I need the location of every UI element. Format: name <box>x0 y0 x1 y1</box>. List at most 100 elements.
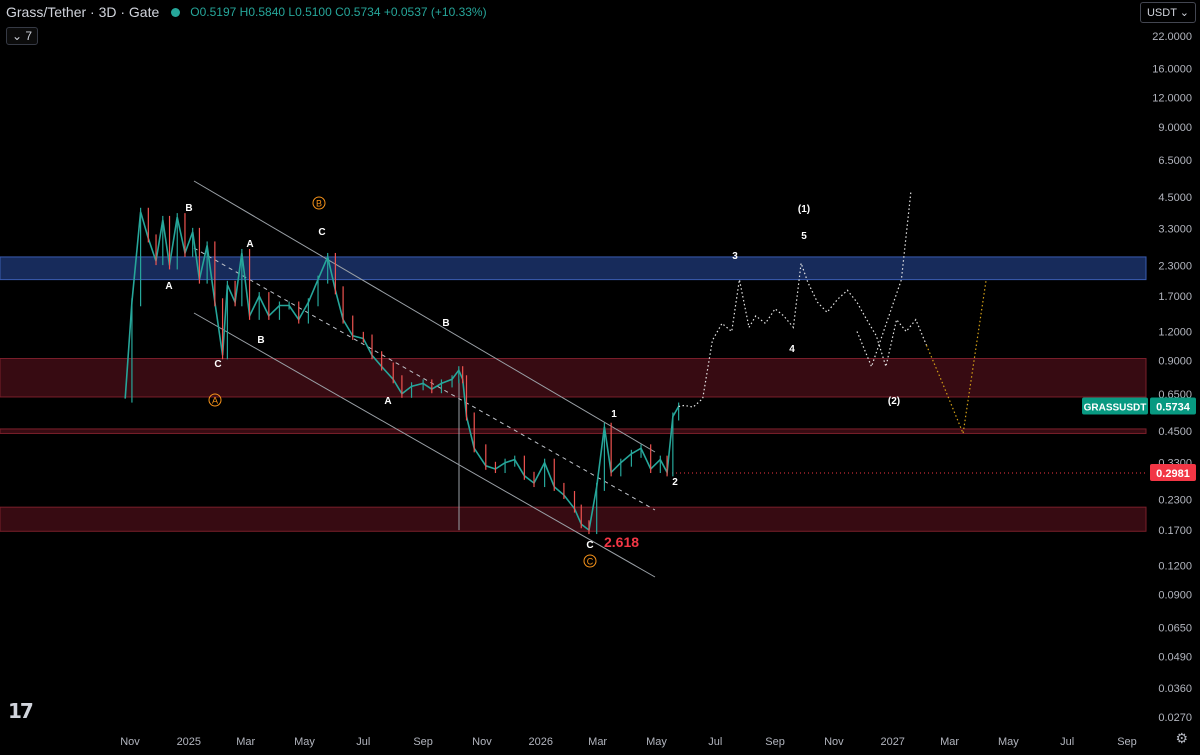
red-zone-2 <box>0 428 1147 434</box>
currency-select[interactable]: USDT ⌄ <box>1139 2 1196 23</box>
y-tick-label: 6.5000 <box>1158 155 1192 167</box>
currency-label: USDT <box>1146 7 1177 19</box>
price-series-line <box>124 211 680 532</box>
wave-label: C <box>586 540 593 551</box>
price-tag-bg <box>1150 397 1196 415</box>
change-value: +0.0537 (+10.33%) <box>383 5 487 19</box>
wave-label: (2) <box>888 396 900 407</box>
wave-label: B <box>257 335 264 346</box>
wave-label: B <box>442 318 449 329</box>
symbol-tag-bg <box>1082 397 1148 415</box>
fib-extension-label: 2.618 <box>604 534 639 550</box>
x-tick-label: May <box>998 736 1019 748</box>
x-tick-label: Mar <box>588 736 607 748</box>
low-value: L0.5100 <box>288 5 332 19</box>
y-tick-label: 12.0000 <box>1152 93 1192 105</box>
circled-label-text: A <box>212 396 218 406</box>
circle-ring <box>208 393 222 407</box>
wave-label: 1 <box>611 409 617 420</box>
chevron-down-icon: ⌄ <box>12 29 23 43</box>
y-tick-label: 0.1700 <box>1158 525 1192 537</box>
circled-wave-label: C <box>583 554 597 568</box>
symbol-header[interactable]: Grass/Tether · 3D · Gate O0.5197 H0.5840… <box>6 4 487 20</box>
x-tick-label: Nov <box>824 736 844 748</box>
x-tick-label: Jul <box>356 736 370 748</box>
y-tick-label: 0.0900 <box>1158 590 1192 602</box>
tradingview-logo[interactable]: 17 <box>8 699 34 723</box>
wave-label: A <box>384 396 391 407</box>
y-tick-label: 0.2300 <box>1158 494 1192 506</box>
x-tick-label: Mar <box>236 736 255 748</box>
y-tick-label: 3.3000 <box>1158 224 1192 236</box>
circled-label-text: B <box>316 199 322 209</box>
channel-upper-line <box>193 180 656 453</box>
price-layer <box>124 207 680 535</box>
x-tick-label: 2025 <box>177 736 201 748</box>
wave-labels-layer: B A A C B C A B C 1 2 3 4 5 (1) (2) A B C 2.618 <box>165 196 900 568</box>
y-axis[interactable]: 22.0000 16.0000 12.0000 9.0000 6.5000 4.5000 3… <box>1082 31 1196 724</box>
y-tick-label: 9.0000 <box>1158 122 1192 134</box>
zones-layer <box>0 256 1147 532</box>
price-tag-text: 0.2981 <box>1156 468 1190 480</box>
red-zone-3 <box>0 506 1147 532</box>
settings-button[interactable]: ⚙ <box>1175 730 1188 747</box>
wave-label: A <box>165 281 172 292</box>
symbol-price-tag: GRASSUSDT <box>1082 397 1148 415</box>
x-tick-label: Sep <box>765 736 785 748</box>
x-tick-label: Nov <box>120 736 140 748</box>
wave-label: C <box>318 227 325 238</box>
y-tick-label: 0.0360 <box>1158 683 1192 695</box>
circled-wave-label: A <box>208 393 222 407</box>
ohlc-values: O0.5197 H0.5840 L0.5100 C0.5734 +0.0537 … <box>190 5 486 19</box>
y-tick-label: 0.0490 <box>1158 651 1192 663</box>
y-tick-label: 2.3000 <box>1158 260 1192 272</box>
circle-ring <box>583 554 597 568</box>
indicator-toggle-button[interactable]: ⌄ 7 <box>6 27 39 45</box>
blue-zone <box>0 256 1147 281</box>
logo-text: 17 <box>8 699 34 723</box>
wave-label: B <box>185 203 192 214</box>
wave-label: A <box>246 239 253 250</box>
circled-wave-label: B <box>312 196 326 210</box>
projection-path-alt2 <box>925 279 987 436</box>
gear-icon: ⚙ <box>1175 730 1188 746</box>
circled-label-text: C <box>587 557 594 567</box>
x-axis[interactable]: Nov 2025 Mar May Jul Sep Nov 2026 Mar May Jul Sep No… <box>120 736 1137 748</box>
wave-label: 4 <box>789 344 795 355</box>
wave-label: 3 <box>732 251 738 262</box>
chevron-down-icon: ⌄ <box>1179 7 1189 19</box>
x-tick-label: Jul <box>1060 736 1074 748</box>
x-tick-label: Sep <box>1117 736 1137 748</box>
y-tick-label: 0.0650 <box>1158 623 1192 635</box>
wave-label: 5 <box>801 231 807 242</box>
y-tick-label: 22.0000 <box>1152 31 1192 43</box>
y-tick-label: 0.1200 <box>1158 560 1192 572</box>
projection-layer <box>678 190 987 436</box>
x-tick-label: Nov <box>472 736 492 748</box>
open-value: O0.5197 <box>190 5 237 19</box>
wave-label: (1) <box>798 204 810 215</box>
market-status-icon <box>171 7 181 17</box>
y-tick-label: 0.9000 <box>1158 356 1192 368</box>
price-tag-bg <box>1150 464 1196 482</box>
wave-label: C <box>214 359 221 370</box>
y-tick-label: 1.2000 <box>1158 327 1192 339</box>
symbol-title[interactable]: Grass/Tether · 3D · Gate <box>6 4 160 20</box>
y-tick-label: 4.5000 <box>1158 192 1192 204</box>
y-tick-label: 0.4500 <box>1158 426 1192 438</box>
x-tick-label: Jul <box>708 736 722 748</box>
price-tag: 0.2981 <box>1150 464 1196 482</box>
x-tick-label: Mar <box>940 736 959 748</box>
y-tick-label: 1.7000 <box>1158 291 1192 303</box>
x-tick-label: Sep <box>413 736 433 748</box>
projection-path-main <box>678 263 927 408</box>
red-zone-1 <box>0 358 1147 398</box>
channel-lower-line <box>193 312 656 578</box>
y-tick-label: 16.0000 <box>1152 63 1192 75</box>
x-tick-label: 2027 <box>880 736 904 748</box>
circle-ring <box>312 196 326 210</box>
price-tag-text: 0.5734 <box>1156 402 1191 414</box>
x-tick-label: 2026 <box>529 736 553 748</box>
